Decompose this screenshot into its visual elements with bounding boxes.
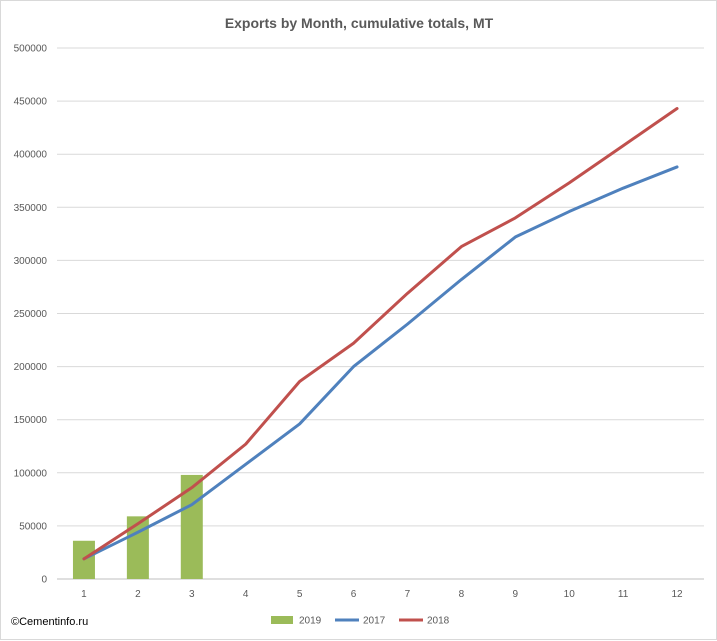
x-tick-label: 11 (618, 589, 629, 600)
line-2018 (82, 107, 679, 561)
x-tick-label: 12 (671, 589, 683, 600)
x-tick-label: 8 (459, 589, 465, 600)
legend-label-2017: 2017 (363, 616, 386, 627)
x-tick-label: 6 (351, 589, 357, 600)
bar-2019 (180, 474, 203, 579)
x-tick-label: 4 (243, 589, 249, 600)
x-tick-label: 3 (189, 589, 195, 600)
bar-series (72, 474, 203, 579)
line-2017 (82, 165, 679, 561)
x-tick-label: 10 (564, 589, 576, 600)
y-tick-label: 400000 (14, 150, 48, 161)
gridlines (57, 47, 704, 580)
x-tick-label: 2 (135, 589, 141, 600)
x-tick-label: 7 (405, 589, 411, 600)
x-tick-label: 5 (297, 589, 303, 600)
y-tick-label: 250000 (14, 309, 48, 320)
x-tick-label: 1 (81, 589, 87, 600)
legend: 2019 2017 2018 (271, 616, 450, 627)
y-tick-label: 150000 (14, 415, 48, 426)
y-tick-label: 450000 (14, 97, 48, 108)
line-series (82, 107, 679, 561)
legend-label-2019: 2019 (299, 616, 322, 627)
x-tick-label: 9 (513, 589, 519, 600)
y-tick-label: 500000 (14, 44, 48, 55)
x-axis: 1 2 3 4 5 6 7 8 9 10 11 12 (81, 589, 683, 600)
y-axis: 0 50000 100000 150000 200000 250000 300000 3500… (14, 44, 48, 586)
y-tick-label: 100000 (14, 468, 48, 479)
legend-swatch-2019 (271, 616, 293, 624)
y-tick-label: 50000 (19, 521, 47, 532)
legend-label-2018: 2018 (427, 616, 450, 627)
y-tick-label: 200000 (14, 362, 48, 373)
y-tick-label: 0 (41, 575, 47, 586)
bar-2019 (126, 516, 149, 579)
y-tick-label: 350000 (14, 203, 48, 214)
copyright-text: ©Cementinfo.ru (11, 616, 88, 628)
y-tick-label: 300000 (14, 256, 48, 267)
chart-title: Exports by Month, cumulative totals, MT (225, 15, 494, 31)
